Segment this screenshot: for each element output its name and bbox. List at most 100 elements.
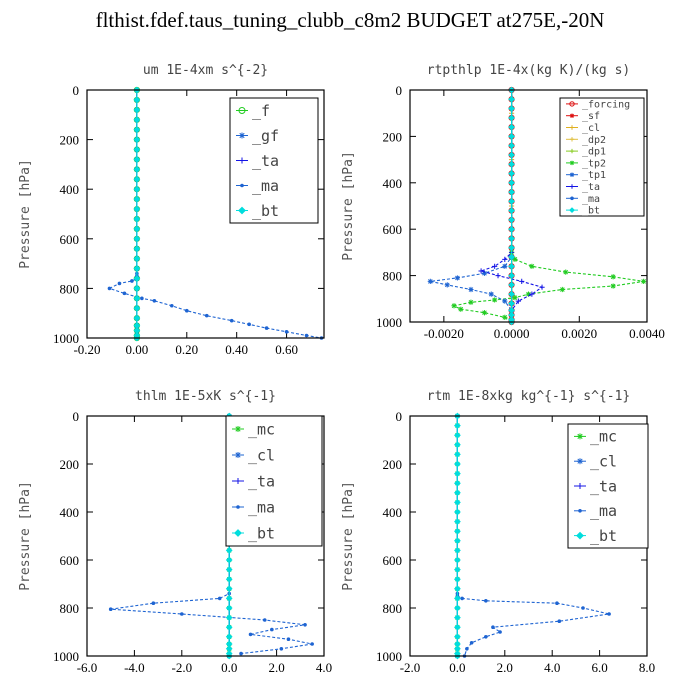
legend-label: _ma — [248, 498, 275, 516]
data-point — [539, 284, 545, 290]
plot-frame — [86, 89, 325, 339]
data-point — [508, 207, 515, 215]
data-point — [495, 273, 501, 279]
x-tick-label: 0.20 — [175, 342, 198, 357]
legend-label: _ma — [582, 194, 600, 205]
legend-label: _f — [252, 102, 270, 120]
data-point — [610, 274, 616, 280]
data-point — [286, 637, 291, 641]
legend-label: _ma — [252, 177, 279, 195]
y-tick-label: 600 — [383, 222, 403, 237]
plot-frame — [409, 89, 648, 323]
chart-panel-3: thlm 1E-5xK s^{-1} Pressure [hPa] -6.0 -4.0… — [18, 389, 332, 675]
data-point — [133, 146, 141, 153]
data-point — [133, 126, 141, 134]
data-point — [152, 299, 157, 303]
legend-label: _ma — [590, 502, 617, 520]
series-line — [452, 90, 644, 323]
x-tick-label: 8.0 — [639, 660, 655, 675]
y-tick-label: 600 — [60, 553, 80, 568]
legend-label: _bt — [590, 527, 617, 545]
data-point — [140, 296, 144, 301]
y-tick-label: 0 — [396, 83, 403, 98]
data-point — [492, 297, 498, 303]
data-point — [454, 422, 461, 429]
data-point — [484, 635, 488, 639]
data-point — [225, 633, 233, 641]
data-point — [133, 275, 141, 282]
data-point — [133, 322, 141, 329]
data-point — [488, 291, 494, 297]
data-point — [559, 286, 565, 293]
x-tick-label: 0.60 — [275, 342, 298, 357]
data-point — [529, 291, 535, 297]
data-point — [508, 290, 515, 298]
data-point — [508, 225, 515, 233]
data-point — [454, 431, 461, 439]
legend-box — [559, 97, 645, 217]
data-point — [133, 225, 141, 233]
data-point — [502, 256, 508, 262]
y-tick-label: 200 — [60, 457, 80, 472]
legend-marker — [569, 184, 575, 189]
x-tick-label: -0.20 — [73, 342, 100, 357]
data-point — [502, 263, 508, 269]
data-point — [508, 216, 515, 224]
legend-label: _forcing — [582, 99, 630, 110]
data-point — [225, 645, 233, 653]
data-point — [133, 96, 141, 104]
legend: _forcing_sf_cl_dp2_dp1_tp2_tp1_ta_ma_bt — [559, 97, 645, 217]
data-point — [427, 278, 433, 284]
legend-marker — [238, 107, 246, 114]
data-point — [529, 263, 535, 269]
series-bt — [508, 86, 515, 326]
data-point — [478, 268, 484, 274]
legend-marker — [569, 148, 575, 154]
data-point — [247, 322, 251, 327]
data-point — [492, 263, 498, 269]
data-point — [130, 279, 134, 283]
legend-marker — [576, 531, 584, 540]
y-tick-label: 0 — [73, 83, 80, 98]
legend-label: _cl — [248, 446, 275, 464]
data-point — [468, 286, 474, 293]
y-tick-label: 600 — [383, 553, 403, 568]
data-point — [133, 327, 141, 334]
data-point — [508, 272, 515, 279]
legend-marker — [239, 132, 245, 139]
data-point — [225, 640, 233, 648]
data-point — [225, 556, 233, 564]
panel-title: um 1E-4xm s^{-2} — [143, 63, 268, 78]
data-point — [508, 114, 515, 122]
data-point — [519, 278, 525, 284]
y-tick-label: 800 — [383, 601, 403, 616]
legend-marker — [577, 458, 583, 465]
data-point — [133, 314, 141, 322]
data-point — [133, 106, 141, 114]
data-point — [122, 291, 127, 296]
legend-marker — [578, 509, 582, 513]
panel-title: thlm 1E-5xK s^{-1} — [135, 389, 276, 404]
legend-label: _tp2 — [582, 158, 606, 169]
legend-marker — [569, 160, 575, 166]
y-axis-label: Pressure [hPa] — [341, 151, 356, 261]
data-point — [508, 244, 515, 252]
x-tick-label: 0.0 — [449, 660, 465, 675]
data-point — [225, 585, 233, 593]
legend-label: _ta — [252, 152, 279, 170]
data-point — [581, 606, 585, 610]
legend-marker — [569, 207, 575, 213]
x-tick-label: 0.0 — [221, 660, 237, 675]
data-point — [454, 441, 461, 449]
chart-panel-1: um 1E-4xm s^{-2} Pressure [hPa] -0.20 0.00 0… — [18, 63, 325, 357]
data-point — [557, 619, 562, 623]
data-point — [508, 188, 515, 196]
data-point — [133, 175, 141, 183]
data-point — [225, 604, 233, 612]
data-point — [508, 170, 515, 177]
data-point — [180, 612, 184, 616]
data-point — [225, 566, 233, 573]
y-tick-label: 0 — [73, 409, 80, 424]
data-point — [454, 499, 461, 506]
x-tick-label: -0.0020 — [424, 326, 464, 341]
